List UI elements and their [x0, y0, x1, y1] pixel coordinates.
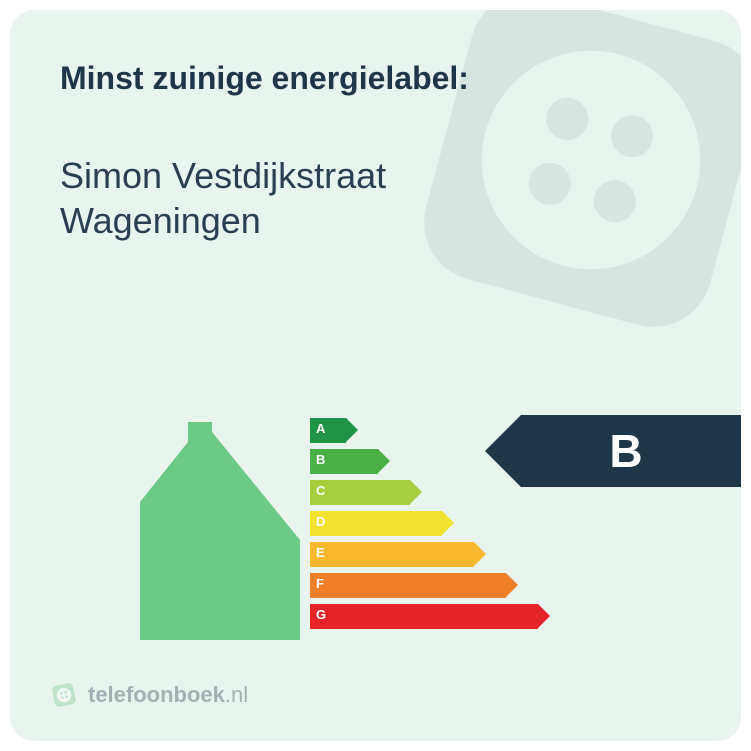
bar-label: B — [316, 452, 325, 467]
energy-bar-c: C — [310, 480, 410, 505]
footer-text: telefoonboek.nl — [88, 682, 248, 708]
bar-label: A — [316, 421, 325, 436]
energy-bar-a: A — [310, 418, 346, 443]
bar-label: G — [316, 607, 326, 622]
energy-bar-b: B — [310, 449, 378, 474]
bar-label: F — [316, 576, 324, 591]
energy-bar-row: E — [310, 539, 538, 570]
bar-arrow — [474, 542, 486, 566]
location-text: Simon Vestdijkstraat Wageningen — [60, 153, 741, 243]
location-line-1: Simon Vestdijkstraat — [60, 153, 741, 198]
rating-letter: B — [609, 424, 642, 478]
energy-bar-row: G — [310, 601, 538, 632]
rating-badge: B — [521, 415, 741, 487]
bar-label: C — [316, 483, 325, 498]
energy-bar-d: D — [310, 511, 442, 536]
energy-bar-f: F — [310, 573, 506, 598]
info-card: Minst zuinige energielabel: Simon Vestdi… — [10, 10, 741, 741]
bar-label: E — [316, 545, 325, 560]
bar-label: D — [316, 514, 325, 529]
footer-tld: .nl — [225, 682, 248, 707]
bar-arrow — [346, 418, 358, 442]
footer-brand-name: telefoonboek — [88, 682, 225, 707]
bar-arrow — [378, 449, 390, 473]
house-icon — [140, 410, 300, 640]
bar-arrow — [538, 604, 550, 628]
footer-brand: telefoonboek.nl — [50, 681, 248, 709]
bar-arrow — [506, 573, 518, 597]
bar-arrow — [442, 511, 454, 535]
energy-bar-row: F — [310, 570, 538, 601]
location-line-2: Wageningen — [60, 198, 741, 243]
card-title: Minst zuinige energielabel: — [60, 60, 741, 97]
bar-arrow — [410, 480, 422, 504]
energy-bar-row: D — [310, 508, 538, 539]
footer-logo-icon — [50, 681, 78, 709]
energy-bar-g: G — [310, 604, 538, 629]
energy-bar-e: E — [310, 542, 474, 567]
